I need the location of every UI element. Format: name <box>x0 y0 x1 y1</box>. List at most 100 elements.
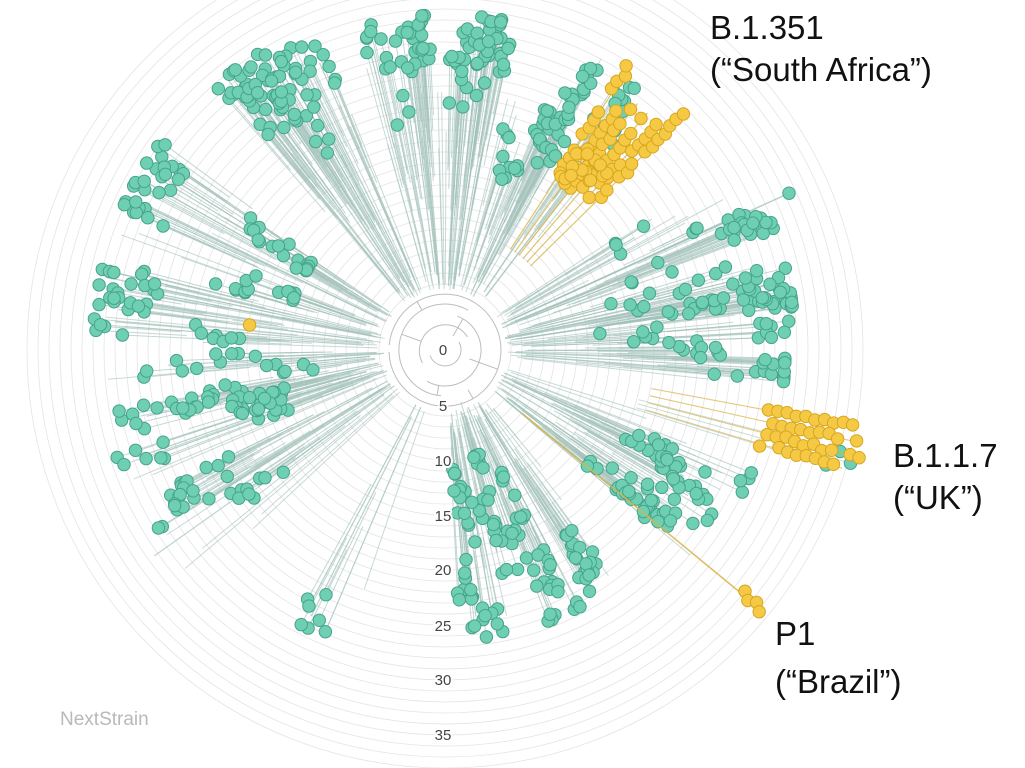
variant-leaf-nodes <box>553 59 866 619</box>
leaf-node <box>218 378 232 392</box>
leaf-node <box>257 391 272 406</box>
branch <box>584 431 680 489</box>
leaf-node <box>758 353 772 367</box>
variant-leaf-node <box>593 158 607 172</box>
time-ring <box>125 30 765 670</box>
leaf-nodes <box>87 8 858 644</box>
leaf-node <box>302 599 316 613</box>
leaf-node <box>135 267 149 281</box>
leaf-node <box>575 69 590 84</box>
leaf-node <box>251 233 265 247</box>
leaf-node <box>271 239 286 253</box>
branch <box>314 45 360 149</box>
branch <box>310 261 352 290</box>
leaf-node <box>505 526 519 540</box>
time-ring <box>48 0 842 747</box>
branch <box>166 385 392 536</box>
leaf-node <box>309 134 323 149</box>
root-link <box>401 333 421 342</box>
branch <box>705 309 749 317</box>
branch <box>541 426 619 488</box>
branch <box>507 314 735 344</box>
leaf-node <box>175 364 190 378</box>
leaf-node <box>759 215 773 230</box>
leaf-node <box>107 265 121 280</box>
branch <box>370 24 407 178</box>
leaf-node <box>274 54 288 69</box>
leaf-node <box>388 34 403 48</box>
leaf-node <box>624 471 638 485</box>
leaf-node <box>782 186 796 200</box>
leaf-node <box>562 100 576 115</box>
leaf-node <box>764 330 779 345</box>
leaf-node <box>661 305 675 319</box>
branch <box>322 54 371 169</box>
branch <box>141 273 254 303</box>
branch <box>400 61 420 177</box>
root-link <box>416 301 423 311</box>
branch <box>471 53 501 206</box>
branch <box>366 36 405 185</box>
axis-tick-label: 30 <box>435 672 452 689</box>
leaf-node <box>565 524 579 538</box>
leaf-node <box>477 76 492 90</box>
leaf-node <box>211 82 226 96</box>
branch <box>227 442 286 477</box>
branch <box>514 222 757 323</box>
leaf-node <box>530 579 544 593</box>
branch <box>309 70 348 148</box>
branch <box>370 31 413 211</box>
branch <box>325 491 377 595</box>
branch <box>527 462 593 553</box>
branch <box>259 410 358 479</box>
branch <box>363 411 425 590</box>
leaf-node <box>468 535 482 549</box>
leaf-node <box>139 451 153 466</box>
branch <box>372 50 427 269</box>
variant-leaf-node <box>600 183 614 197</box>
leaf-node <box>478 609 492 623</box>
leaf-node <box>667 492 682 506</box>
leaf-node <box>156 435 170 449</box>
branch <box>104 326 181 333</box>
leaf-node <box>117 457 131 472</box>
leaf-node <box>636 325 650 339</box>
root-link <box>452 318 464 337</box>
branch <box>157 146 230 198</box>
leaf-node <box>718 260 733 274</box>
leaf-node <box>778 356 792 370</box>
variant-leaf-node <box>580 147 594 161</box>
leaf-node <box>663 514 678 528</box>
leaf-node <box>636 219 651 233</box>
branch <box>523 230 754 321</box>
leaf-node <box>242 487 256 501</box>
leaf-node <box>548 149 562 163</box>
leaf-node <box>632 428 646 443</box>
branch <box>95 329 187 336</box>
branch <box>293 297 371 325</box>
leaf-node <box>124 277 138 291</box>
branch <box>460 87 467 162</box>
branch <box>228 97 291 171</box>
branch <box>530 341 634 347</box>
branch <box>135 201 277 270</box>
leaf-node <box>277 120 291 135</box>
leaf-node <box>750 264 764 278</box>
leaf-node <box>303 64 317 78</box>
branch <box>308 265 348 291</box>
leaf-node <box>609 238 623 252</box>
leaf-node <box>481 34 496 49</box>
leaf-node <box>708 340 723 355</box>
leaf-node <box>401 61 415 75</box>
leaf-node <box>141 211 155 225</box>
leaf-node <box>264 74 279 88</box>
branch <box>177 383 391 515</box>
branch <box>666 323 767 333</box>
leaf-node <box>150 401 164 415</box>
leaf-node <box>582 568 596 582</box>
leaf-node <box>259 358 274 373</box>
leaf-node <box>251 402 266 416</box>
branch <box>510 371 647 419</box>
variant-leaf-node <box>824 443 839 457</box>
branch <box>292 152 406 299</box>
